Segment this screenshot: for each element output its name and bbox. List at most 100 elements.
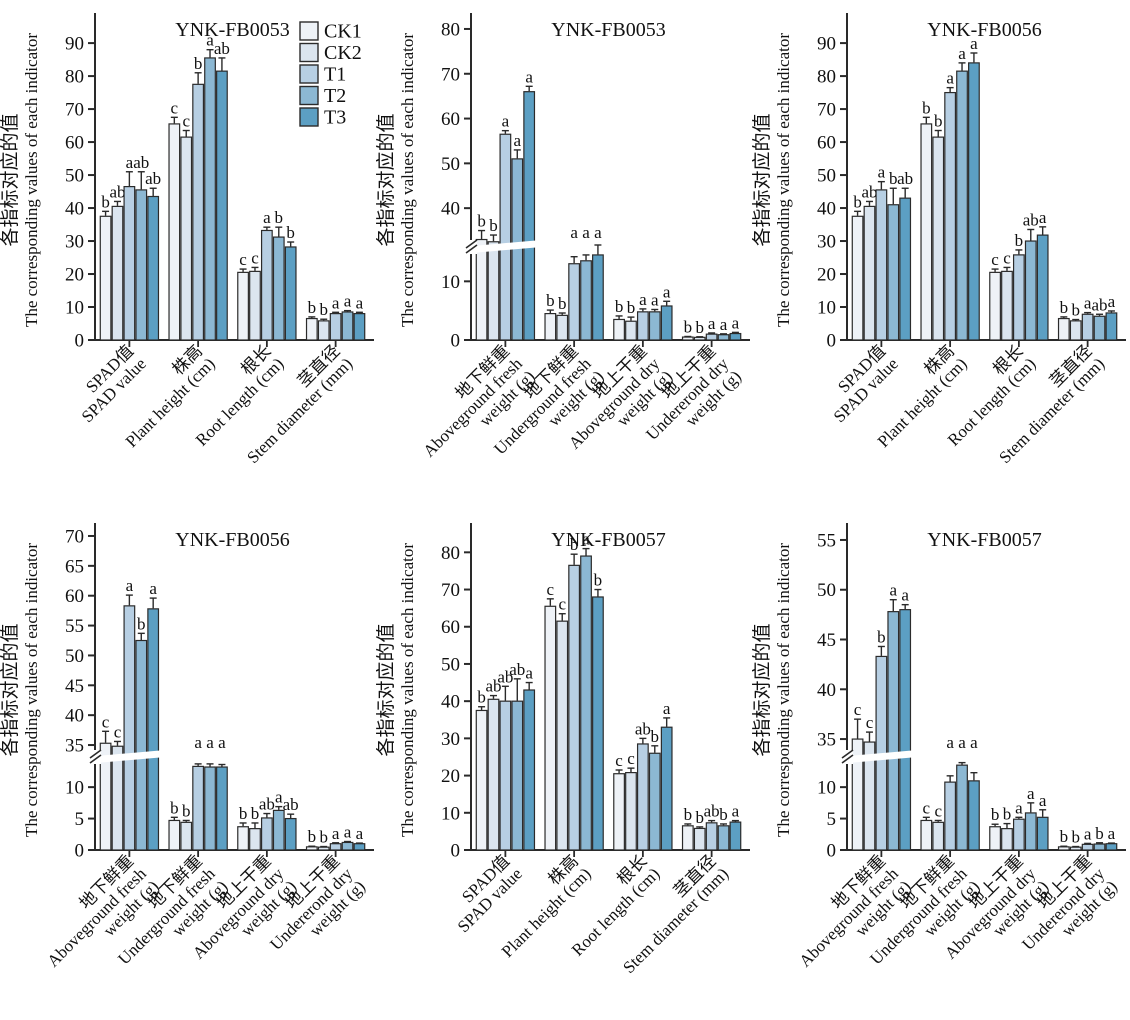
sig-letter: a <box>206 733 214 752</box>
sig-letter: b <box>1060 298 1069 317</box>
y-tick-label: 10 <box>817 298 836 319</box>
sig-letter: a <box>1084 824 1092 843</box>
y-tick-label: 30 <box>441 729 460 750</box>
y-tick-label: 40 <box>817 680 836 701</box>
sig-letter: c <box>923 798 931 817</box>
bar-T2 <box>580 260 592 341</box>
bar-T2 <box>648 752 661 851</box>
sig-letter: a <box>1039 791 1047 810</box>
bar-T1 <box>705 822 718 851</box>
sig-letter: b <box>275 208 284 227</box>
bar-T1 <box>636 743 649 851</box>
axis-break-slash <box>89 754 102 764</box>
sig-letter: a <box>970 733 978 752</box>
bar-CK1 <box>851 738 864 851</box>
sig-letter: a <box>651 290 659 309</box>
bar-CK2 <box>556 620 569 851</box>
chart-title: YNK-FB0057 <box>927 529 1041 551</box>
y-axis-title: 各指标对应的值The corresponding values of each … <box>0 543 41 837</box>
axis-break-slash <box>89 749 102 759</box>
bar-CK1 <box>613 318 625 341</box>
bar-CK2 <box>1069 320 1082 341</box>
sig-letter: b <box>101 192 110 211</box>
sig-letter: a <box>946 733 954 752</box>
bar-CK1 <box>1057 317 1070 341</box>
sig-letter: a <box>356 824 364 843</box>
bar-CK2 <box>693 827 706 851</box>
y-tick-label: 50 <box>817 166 836 187</box>
legend-label-CK2: CK2 <box>324 42 362 64</box>
sig-letter: a <box>582 223 590 242</box>
sig-letter: b <box>546 291 555 310</box>
bar-T2 <box>580 555 592 851</box>
y-axis-title: 各指标对应的值The corresponding values of each … <box>0 33 41 327</box>
sig-letter: a <box>332 293 340 312</box>
bar-CK1 <box>305 317 318 341</box>
sig-letter: a <box>194 733 202 752</box>
sig-letter: c <box>558 595 566 614</box>
bar-T3 <box>592 596 604 851</box>
bar-T1 <box>123 605 136 851</box>
sig-letter: b <box>719 805 728 824</box>
bar-CK1 <box>99 742 112 851</box>
bar-CK2 <box>932 821 945 851</box>
y-tick-label: 60 <box>65 586 84 607</box>
bar-CK2 <box>863 741 876 851</box>
bar-T1 <box>499 133 512 341</box>
y-tick-label: 90 <box>817 34 836 55</box>
y-tick-label: 10 <box>65 778 84 799</box>
bar-T2 <box>717 825 730 851</box>
axis-break-gap <box>466 240 477 254</box>
sig-letter: ab <box>145 169 161 188</box>
bar-T3 <box>353 313 366 341</box>
y-tick-label: 50 <box>65 166 84 187</box>
sig-letter: a <box>639 290 647 309</box>
sig-letter: b <box>489 216 498 235</box>
bar-CK1 <box>168 819 181 851</box>
bar-T3 <box>660 305 673 341</box>
axis-break-gap <box>842 750 853 764</box>
sig-letter: a <box>275 788 283 807</box>
sig-letter: a <box>126 576 134 595</box>
sig-letter: c <box>1003 248 1011 267</box>
sig-letter: a <box>708 314 716 333</box>
legend-swatch-CK1 <box>299 21 319 41</box>
y-tick-label: 65 <box>65 556 84 577</box>
bar-CK1 <box>681 336 694 341</box>
y-tick-label: 35 <box>817 730 836 751</box>
sig-letter: a <box>720 315 728 334</box>
bar-T1 <box>636 311 649 341</box>
sig-letter: b <box>615 297 624 316</box>
bar-T1 <box>1012 818 1025 851</box>
bar-T1 <box>192 765 205 851</box>
sig-letter: a <box>1108 824 1116 843</box>
sig-letter: c <box>239 250 247 269</box>
y-tick-label: 0 <box>75 331 85 352</box>
bar-CK2 <box>249 270 261 341</box>
bar-CK1 <box>920 123 933 341</box>
sig-letter: b <box>684 317 693 336</box>
sig-letter: b <box>194 54 203 73</box>
y-tick-label: 40 <box>441 692 460 713</box>
sig-letter: b <box>558 294 567 313</box>
sig-letter: b <box>308 298 317 317</box>
chart-svg-YNK-FB0056-weights: 05103540455055606570ccaba地下鲜重Aboveground… <box>0 523 374 971</box>
legend-label-T1: T1 <box>324 64 346 86</box>
bar-CK1 <box>544 605 557 851</box>
bar-CK2 <box>180 136 193 341</box>
sig-letter: a <box>958 44 966 63</box>
bar-T2 <box>341 841 354 851</box>
sig-letter: a <box>663 282 671 301</box>
y-tick-label: 50 <box>817 580 836 601</box>
y-tick-label: 70 <box>817 100 836 121</box>
bar-T3 <box>1105 312 1118 341</box>
y-axis-title: 各指标对应的值The corresponding values of each … <box>752 543 793 837</box>
sig-letter: b <box>1003 805 1012 824</box>
sig-letter: b <box>651 727 660 746</box>
bar-T1 <box>1012 254 1025 341</box>
bar-CK1 <box>851 215 864 341</box>
bar-T3 <box>899 197 912 341</box>
sig-letter: ab <box>133 153 149 172</box>
